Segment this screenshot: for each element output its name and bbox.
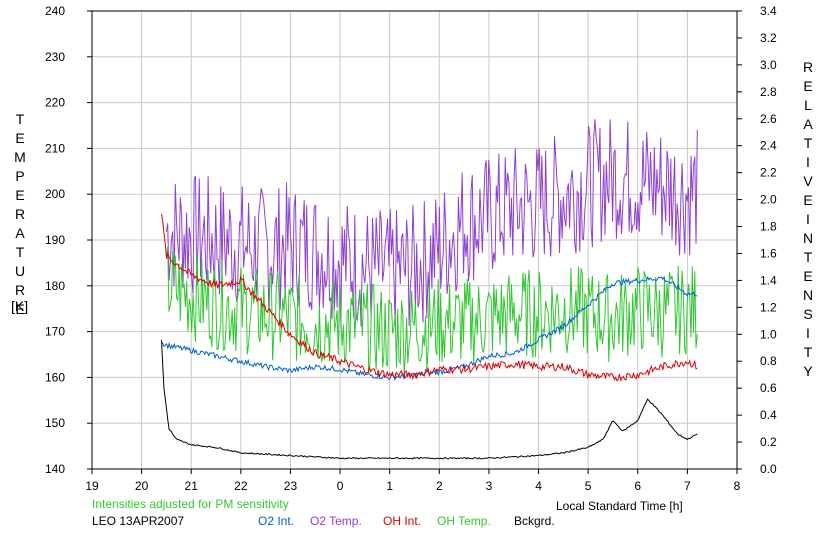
- x-tick-label: 4: [535, 479, 542, 493]
- right-tick-label: 0.6: [760, 381, 777, 395]
- x-tick-label: 0: [337, 479, 344, 493]
- series-line-oh-int: [161, 213, 698, 382]
- legend-o2-int: O2 Int.: [258, 514, 295, 528]
- x-tick-label: 19: [85, 479, 99, 493]
- left-tick-label: 240: [45, 4, 65, 18]
- left-tick-label: 160: [45, 370, 65, 384]
- left-tick-label: 180: [45, 279, 65, 293]
- right-tick-label: 3.2: [760, 31, 777, 45]
- left-tick-label: 190: [45, 233, 65, 247]
- x-tick-label: 2: [436, 479, 443, 493]
- right-tick-label: 0.0: [760, 462, 777, 476]
- right-tick-label: 3.4: [760, 4, 777, 18]
- series-line-o2-temp: [165, 119, 698, 327]
- left-tick-label: 230: [45, 50, 65, 64]
- left-axis-unit: [K]: [11, 298, 29, 314]
- axis-label-letter: E: [15, 130, 25, 146]
- x-tick-label: 1: [386, 479, 393, 493]
- axis-label-letter: E: [15, 301, 25, 317]
- axis-label-letter: S: [803, 306, 813, 322]
- axis-label-letter: M: [14, 149, 26, 165]
- right-tick-label: 0.8: [760, 354, 777, 368]
- x-axis-label: Local Standard Time [h]: [556, 499, 683, 513]
- x-tick-label: 6: [634, 479, 641, 493]
- axis-label-letter: I: [806, 325, 810, 341]
- x-tick-label: 21: [185, 479, 199, 493]
- legend-bckgrd: Bckgrd.: [514, 514, 555, 528]
- right-tick-label: 2.2: [760, 166, 777, 180]
- left-tick-label: 150: [45, 416, 65, 430]
- axis-label-letter: A: [15, 225, 25, 241]
- axis-label-letter: E: [15, 187, 25, 203]
- left-tick-label: 200: [45, 187, 65, 201]
- right-tick-label: 1.6: [760, 246, 777, 260]
- axis-label-letter: Y: [803, 363, 813, 379]
- legend-o2-temp: O2 Temp.: [310, 514, 362, 528]
- right-tick-label: 1.4: [760, 273, 777, 287]
- legend-oh-int: OH Int.: [383, 514, 422, 528]
- x-tick-label: 5: [585, 479, 592, 493]
- axis-label-letter: T: [15, 244, 25, 260]
- axis-label-letter: P: [15, 168, 25, 184]
- x-tick-label: 22: [234, 479, 248, 493]
- axis-label-letter: E: [803, 78, 813, 94]
- x-tick-label: 20: [135, 479, 149, 493]
- axis-label-letter: T: [803, 135, 813, 151]
- sensitivity-note: Intensities adjusted for PM sensitivity: [92, 497, 289, 511]
- axis-label-letter: T: [803, 344, 813, 360]
- left-tick-label: 220: [45, 96, 65, 110]
- axis-label-letter: E: [803, 192, 813, 208]
- axis-label-letter: A: [803, 116, 813, 132]
- axis-label-letter: I: [806, 211, 810, 227]
- left-tick-label: 210: [45, 141, 65, 155]
- x-tick-label: 8: [734, 479, 741, 493]
- axis-label-letter: R: [14, 282, 26, 298]
- axis-label-letter: N: [802, 287, 814, 303]
- right-tick-label: 0.4: [760, 408, 777, 422]
- axis-label-letter: N: [802, 230, 814, 246]
- right-tick-label: 2.0: [760, 193, 777, 207]
- right-tick-label: 1.8: [760, 220, 777, 234]
- legend-oh-temp: OH Temp.: [437, 514, 491, 528]
- axis-label-letter: E: [803, 268, 813, 284]
- axis-label-letter: L: [804, 97, 812, 113]
- axis-label-letter: T: [803, 249, 813, 265]
- right-tick-label: 1.0: [760, 327, 777, 341]
- x-tick-label: 7: [684, 479, 691, 493]
- right-tick-label: 2.8: [760, 85, 777, 99]
- axis-label-letter: I: [806, 154, 810, 170]
- right-tick-label: 0.2: [760, 435, 777, 449]
- left-tick-label: 140: [45, 462, 65, 476]
- axis-label-letter: R: [802, 59, 814, 75]
- left-tick-label: 170: [45, 325, 65, 339]
- axis-label-letter: U: [14, 263, 26, 279]
- station-date: LEO 13APR2007: [92, 514, 185, 528]
- right-tick-label: 2.6: [760, 112, 777, 126]
- x-tick-label: 3: [486, 479, 493, 493]
- axis-label-letter: R: [14, 206, 26, 222]
- x-tick-label: 23: [284, 479, 298, 493]
- right-tick-label: 3.0: [760, 58, 777, 72]
- series-line-bckgrd: [161, 339, 698, 460]
- series-line-oh-temp: [165, 246, 698, 375]
- right-tick-label: 1.2: [760, 300, 777, 314]
- axis-label-letter: V: [803, 173, 813, 189]
- right-tick-label: 2.4: [760, 139, 777, 153]
- axis-label-letter: T: [15, 111, 25, 127]
